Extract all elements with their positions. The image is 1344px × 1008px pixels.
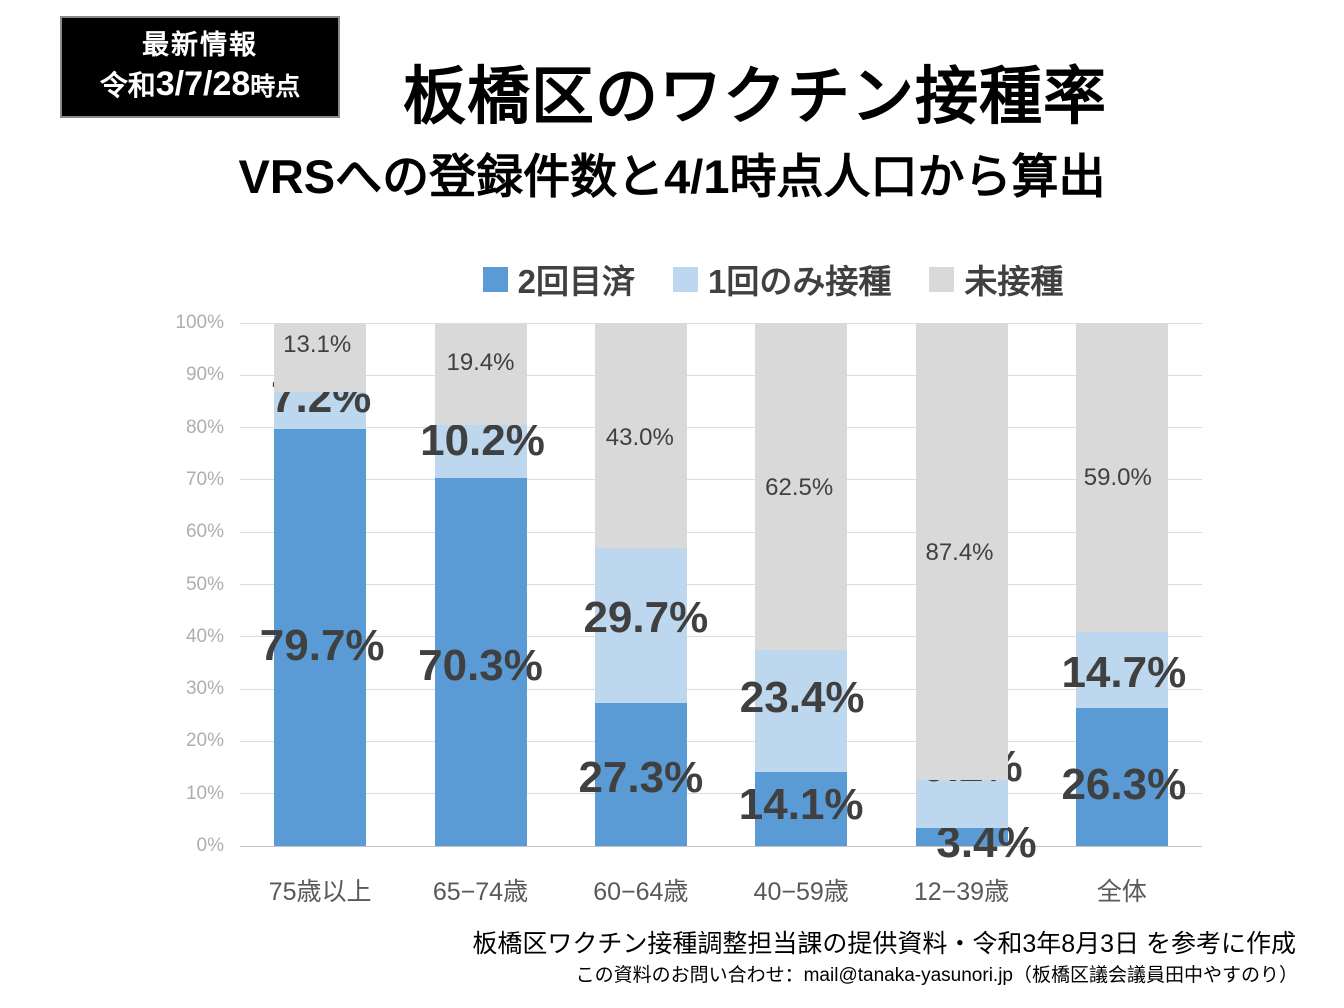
segment-label-75歳以上-未接種: 13.1% xyxy=(283,331,352,359)
bar-segment-65−74歳-1回のみ接種 xyxy=(434,424,527,479)
bar-segment-75歳以上-2回目済 xyxy=(274,429,367,846)
y-axis-tick-80%: 80% xyxy=(185,416,224,438)
gridline-30% xyxy=(240,688,1202,690)
gridline-90% xyxy=(240,374,1202,376)
segment-label-60−64歳-2回目済: 27.3% xyxy=(578,752,704,802)
gridline-100% xyxy=(240,322,1202,324)
contact-note: この資料のお問い合わせ：mail@tanaka-yasunori.jp（板橋区議… xyxy=(575,965,1298,986)
bar-segment-全体-2回目済 xyxy=(1075,708,1168,846)
chart-legend: 2回目済 1回のみ接種 未接種 xyxy=(292,255,1254,303)
segment-label-40−59歳-2回目済: 14.1% xyxy=(738,780,864,830)
bar-segment-12−39歳-1回のみ接種 xyxy=(915,780,1008,829)
segment-label-65−74歳-未接種: 19.4% xyxy=(446,349,515,377)
legend-item-1: 1回のみ接種 xyxy=(673,255,891,303)
segment-label-全体-未接種: 59.0% xyxy=(1083,464,1152,492)
segment-label-75歳以上-2回目済: 79.7% xyxy=(259,620,385,670)
y-axis-tick-40%: 40% xyxy=(185,625,224,647)
x-axis-label-40−59歳: 40−59歳 xyxy=(753,878,849,906)
bar-segment-60−64歳-2回目済 xyxy=(594,703,687,846)
gridline-60% xyxy=(240,531,1202,533)
bar-segment-全体-1回のみ接種 xyxy=(1075,631,1168,709)
x-axis-label-全体: 全体 xyxy=(1096,878,1147,906)
badge-suffix: 時点 xyxy=(250,72,301,101)
legend-label: 1回のみ接種 xyxy=(708,263,892,300)
y-axis-tick-70%: 70% xyxy=(185,468,224,490)
badge-date: 3/7/28 xyxy=(155,64,251,103)
segment-label-全体-1回のみ接種: 14.7% xyxy=(1061,648,1187,697)
bar-segment-12−39歳-未接種 xyxy=(915,323,1008,781)
gridline-10% xyxy=(240,793,1202,795)
y-axis-tick-50%: 50% xyxy=(185,573,224,595)
legend-item-0: 2回目済 xyxy=(482,255,635,303)
gridline-40% xyxy=(240,636,1202,638)
segment-label-60−64歳-1回のみ接種: 29.7% xyxy=(583,592,709,642)
source-note: 板橋区ワクチン接種調整担当課の提供資料・令和3年8月3日 を参考に作成 xyxy=(472,930,1296,958)
x-axis-label-12−39歳: 12−39歳 xyxy=(913,878,1010,906)
segment-label-40−59歳-未接種: 62.5% xyxy=(765,474,834,502)
badge-line1: 最新情報 xyxy=(142,29,258,60)
gridline-50% xyxy=(240,584,1202,585)
x-axis-label-65−74歳: 65−74歳 xyxy=(432,878,529,906)
legend-item-2: 未接種 xyxy=(929,255,1063,303)
bar-segment-40−59歳-2回目済 xyxy=(755,772,848,846)
bar-segment-65−74歳-2回目済 xyxy=(434,478,527,846)
x-axis-label-75歳以上: 75歳以上 xyxy=(268,878,372,906)
bar-segment-40−59歳-1回のみ接種 xyxy=(755,649,848,773)
bar-segment-60−64歳-1回のみ接種 xyxy=(594,547,687,704)
y-axis-tick-100%: 100% xyxy=(175,312,224,333)
legend-swatch-icon xyxy=(929,266,955,292)
bar-segment-60−64歳-未接種 xyxy=(594,323,687,548)
bar-segment-40−59歳-未接種 xyxy=(755,323,848,650)
gridline-0% xyxy=(240,845,1202,847)
bar-segment-75歳以上-1回のみ接種 xyxy=(274,391,367,430)
y-axis-tick-30%: 30% xyxy=(185,678,224,700)
y-axis-tick-60%: 60% xyxy=(185,521,224,543)
y-axis-tick-10%: 10% xyxy=(185,782,224,804)
segment-label-60−64歳-未接種: 43.0% xyxy=(605,424,674,452)
badge-line2: 令和3/7/28時点 xyxy=(62,63,338,106)
y-axis-tick-90%: 90% xyxy=(185,364,224,386)
bar-segment-75歳以上-未接種 xyxy=(274,323,367,392)
bar-segment-12−39歳-2回目済 xyxy=(915,828,1008,846)
legend-swatch-icon xyxy=(673,266,698,292)
page-subtitle: VRSへの登録件数と4/1時点人口から算出 xyxy=(238,150,1106,203)
x-axis-label-60−64歳: 60−64歳 xyxy=(593,878,689,906)
page-title: 板橋区のワクチン接種率 xyxy=(403,62,1107,132)
gridline-80% xyxy=(240,427,1202,429)
badge-era: 令和 xyxy=(99,69,156,101)
bar-segment-全体-未接種 xyxy=(1075,323,1168,632)
segment-label-40−59歳-1回のみ接種: 23.4% xyxy=(739,673,865,723)
y-axis-tick-20%: 20% xyxy=(185,730,224,752)
y-axis-tick-0%: 0% xyxy=(196,835,224,856)
gridline-20% xyxy=(240,740,1202,742)
segment-label-12−39歳-未接種: 87.4% xyxy=(925,538,994,566)
latest-info-badge: 最新情報 令和3/7/28時点 xyxy=(60,16,340,118)
bar-segment-65−74歳-未接種 xyxy=(434,323,527,425)
segment-label-65−74歳-2回目済: 70.3% xyxy=(418,641,543,691)
gridline-70% xyxy=(240,479,1202,481)
legend-label: 2回目済 xyxy=(517,263,635,300)
legend-label: 未接種 xyxy=(964,263,1064,300)
legend-swatch-icon xyxy=(482,266,508,292)
segment-label-全体-2回目済: 26.3% xyxy=(1061,760,1187,810)
